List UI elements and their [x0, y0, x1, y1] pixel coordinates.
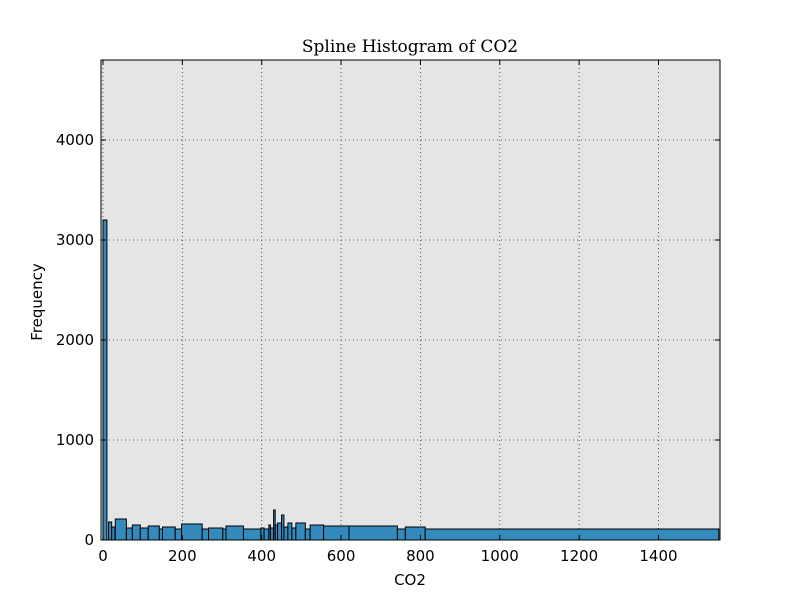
histogram-bar — [208, 527, 224, 541]
axis-ticks — [101, 60, 720, 541]
histogram-bar — [396, 528, 406, 541]
histogram-bar — [162, 526, 176, 541]
grid-lines — [101, 60, 720, 541]
y-tick-labels: 0 1000 2000 3000 4000 — [56, 131, 94, 549]
histogram-bar — [309, 524, 325, 541]
histogram-bar — [225, 525, 244, 541]
histogram-bar — [424, 528, 720, 541]
histogram-bar — [111, 526, 116, 541]
y-tick-label: 0 — [84, 531, 94, 549]
y-tick-label: 3000 — [56, 231, 94, 249]
histogram-bar — [139, 527, 149, 541]
histogram-bar — [323, 525, 350, 541]
x-tick-labels: 0 200 400 600 800 1000 1200 1400 — [98, 547, 677, 565]
y-tick-label: 1000 — [56, 431, 94, 449]
chart-title: Spline Histogram of CO2 — [302, 37, 518, 57]
histogram-bar — [174, 528, 183, 541]
y-tick-label: 4000 — [56, 131, 94, 149]
histogram-bar — [404, 526, 426, 541]
histogram-bar — [131, 524, 141, 541]
x-tick-label: 200 — [168, 547, 197, 565]
histogram-bar — [102, 219, 108, 541]
x-tick-label: 400 — [247, 547, 276, 565]
x-tick-label: 600 — [327, 547, 356, 565]
histogram-bar — [125, 527, 133, 541]
y-axis-label: Frequency — [28, 263, 46, 341]
x-tick-label: 1200 — [560, 547, 598, 565]
histogram-bar — [114, 518, 127, 541]
plot-frame — [100, 59, 721, 541]
x-tick-label: 1000 — [481, 547, 519, 565]
histogram-bar — [348, 525, 398, 541]
histogram-bar — [263, 528, 270, 541]
x-tick-label: 800 — [406, 547, 435, 565]
histogram-bar — [201, 528, 210, 541]
histogram-bar — [291, 527, 297, 541]
x-tick-label: 0 — [98, 547, 108, 565]
histogram-bar — [304, 528, 311, 541]
x-axis-label: CO2 — [394, 571, 426, 589]
y-tick-label: 2000 — [56, 331, 94, 349]
x-tick-label: 1400 — [639, 547, 677, 565]
histogram-bar — [287, 522, 293, 541]
histogram-bar — [277, 522, 283, 541]
histogram-bar — [242, 528, 262, 541]
histogram-bar — [147, 525, 160, 541]
histogram-bar — [283, 526, 289, 541]
plot-area — [101, 60, 720, 540]
histogram-bar — [295, 522, 306, 541]
histogram-bar — [181, 523, 203, 541]
